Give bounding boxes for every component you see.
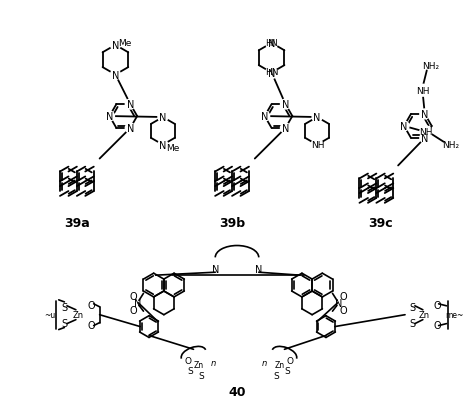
Circle shape: [267, 39, 276, 49]
Text: N: N: [313, 113, 321, 123]
Text: S: S: [188, 366, 193, 375]
Text: N: N: [421, 109, 428, 119]
Text: S: S: [199, 372, 204, 381]
Text: N: N: [112, 41, 119, 51]
Text: ~u: ~u: [45, 310, 56, 320]
Text: S: S: [409, 302, 415, 312]
Text: S: S: [273, 372, 279, 381]
Text: O: O: [129, 305, 137, 315]
Circle shape: [417, 85, 429, 97]
Text: O: O: [339, 305, 347, 315]
Text: N: N: [255, 265, 263, 275]
Text: 40: 40: [228, 385, 246, 398]
Text: O: O: [88, 320, 96, 330]
Text: N: N: [401, 122, 408, 132]
Text: N: N: [159, 113, 166, 123]
Text: NH₂: NH₂: [422, 62, 439, 71]
Circle shape: [125, 124, 135, 134]
Circle shape: [110, 41, 120, 51]
Text: N: N: [159, 140, 166, 150]
Circle shape: [420, 110, 430, 119]
Text: me~: me~: [445, 310, 464, 320]
Text: O: O: [434, 320, 441, 330]
Circle shape: [281, 100, 291, 110]
Text: 39b: 39b: [219, 217, 245, 230]
Text: NH: NH: [416, 87, 429, 95]
Circle shape: [158, 113, 168, 123]
Text: N: N: [335, 298, 342, 308]
Circle shape: [281, 124, 291, 134]
Text: N: N: [106, 112, 113, 122]
Circle shape: [105, 112, 114, 122]
Circle shape: [265, 67, 277, 79]
Text: n: n: [262, 358, 267, 367]
Circle shape: [399, 122, 409, 132]
Circle shape: [420, 127, 432, 138]
Text: Zn: Zn: [418, 310, 429, 320]
Text: Zn: Zn: [73, 310, 83, 320]
Text: HN: HN: [265, 39, 278, 48]
Text: S: S: [409, 318, 415, 328]
Text: O: O: [434, 300, 441, 310]
Text: S: S: [284, 366, 290, 375]
Text: N: N: [127, 100, 134, 110]
Text: O: O: [287, 356, 294, 365]
Text: N: N: [211, 265, 219, 275]
Text: Me: Me: [118, 39, 132, 48]
Circle shape: [158, 140, 168, 150]
Circle shape: [267, 69, 276, 78]
Text: Zn: Zn: [193, 360, 203, 369]
Text: 39a: 39a: [64, 217, 90, 230]
Text: N: N: [261, 112, 268, 122]
Text: 39c: 39c: [368, 217, 392, 230]
Text: O: O: [184, 356, 191, 365]
Circle shape: [312, 113, 322, 123]
Text: N: N: [127, 124, 134, 134]
Text: n: n: [210, 358, 216, 367]
Text: N: N: [282, 124, 289, 134]
Circle shape: [260, 112, 270, 122]
Text: Me: Me: [166, 144, 180, 153]
Circle shape: [265, 38, 277, 50]
Circle shape: [125, 100, 135, 110]
Text: Zn: Zn: [274, 360, 284, 369]
Text: N: N: [282, 100, 289, 110]
Text: NH: NH: [311, 141, 325, 150]
Text: O: O: [129, 291, 137, 301]
Text: S: S: [61, 302, 67, 312]
Text: N: N: [268, 39, 275, 49]
Text: NH₂: NH₂: [442, 141, 459, 150]
Text: N: N: [421, 134, 428, 144]
Text: S: S: [61, 318, 67, 328]
Text: O: O: [88, 300, 96, 310]
Text: N: N: [112, 70, 119, 80]
Circle shape: [420, 134, 430, 144]
Circle shape: [311, 140, 323, 151]
Text: HN: HN: [265, 68, 278, 77]
Text: NH: NH: [419, 128, 433, 137]
Text: O: O: [339, 291, 347, 301]
Text: N: N: [134, 298, 141, 308]
Circle shape: [110, 71, 120, 80]
Text: N: N: [268, 69, 275, 78]
